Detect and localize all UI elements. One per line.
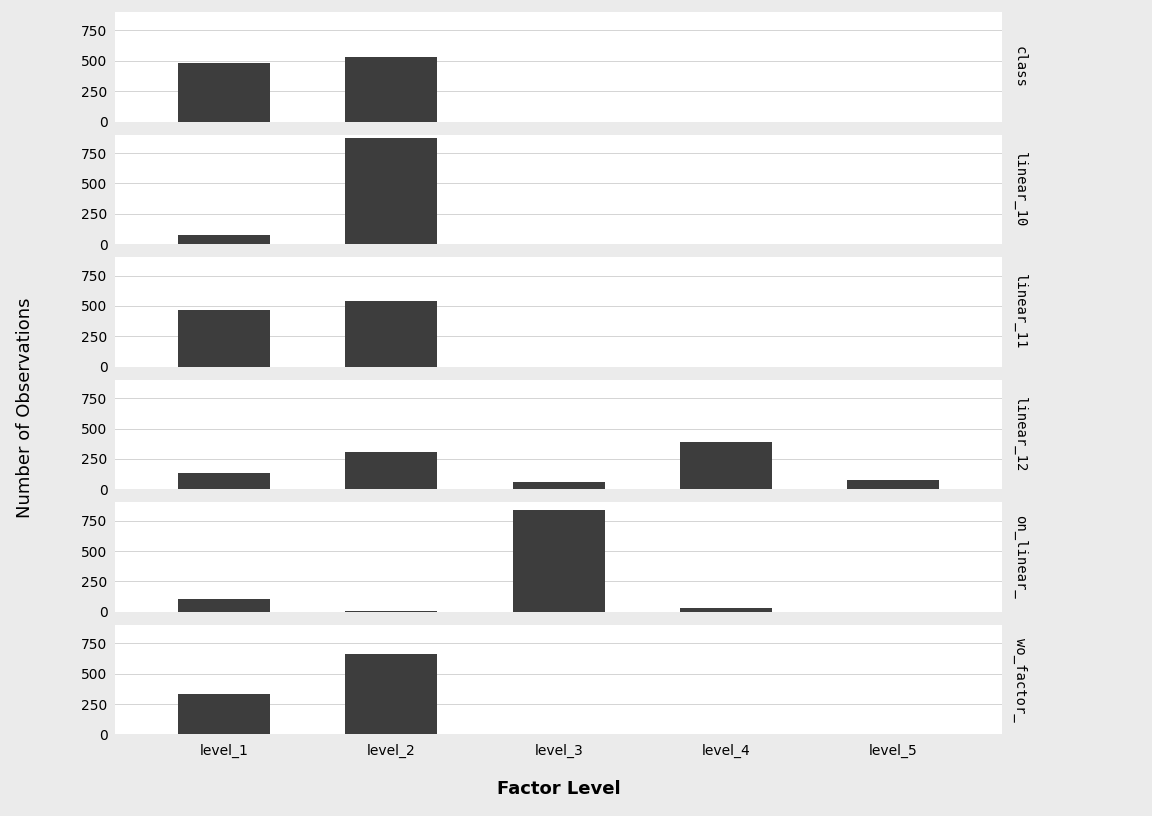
Bar [680,442,772,490]
Text: linear_10: linear_10 [1013,152,1028,227]
Bar [346,139,438,244]
Bar [177,64,270,122]
Bar [177,599,270,612]
Text: wo_factor_: wo_factor_ [1013,638,1028,721]
Text: linear_12: linear_12 [1013,397,1028,472]
Bar [513,510,605,612]
Bar [177,235,270,244]
Bar [346,451,438,490]
Bar [177,473,270,490]
Text: Factor Level: Factor Level [497,780,621,798]
Bar [346,654,438,734]
Bar [346,301,438,366]
Bar [513,482,605,490]
Bar [680,608,772,612]
Text: Number of Observations: Number of Observations [16,298,35,518]
Text: on_linear_: on_linear_ [1013,515,1028,599]
Bar [177,309,270,366]
Bar [177,694,270,734]
Bar [346,610,438,612]
Bar [346,57,438,122]
Text: linear_11: linear_11 [1013,274,1028,350]
Bar [848,480,940,490]
Text: class: class [1013,46,1026,88]
